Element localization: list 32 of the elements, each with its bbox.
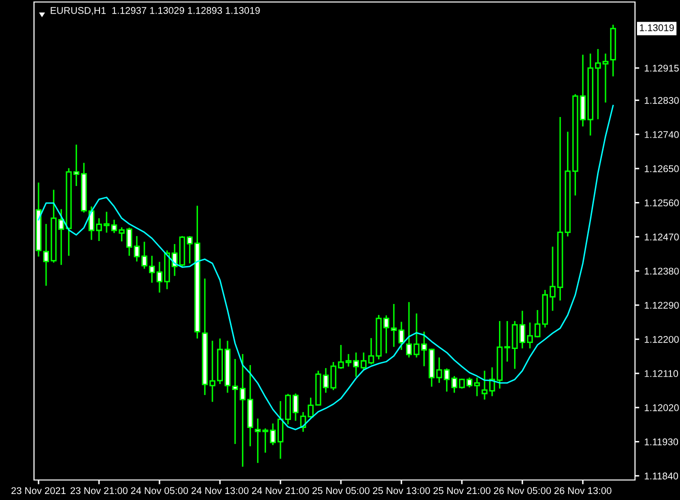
candlestick <box>58 208 64 266</box>
x-tick-label: 23 Nov 21:00 <box>70 487 128 494</box>
candlestick <box>254 418 261 464</box>
y-tick-label: 1.12200 <box>644 336 679 343</box>
x-tick-label: 25 Nov 21:00 <box>433 487 490 494</box>
y-tick-label: 1.12830 <box>644 96 679 104</box>
text: 1.13019 <box>640 24 674 32</box>
y-tick-label: 1.12470 <box>644 234 679 240</box>
x-tick-label: 24 Nov 05:00 <box>131 487 188 494</box>
y-tick-label: 1.11840 <box>644 472 678 480</box>
y-tick-label: 1.12380 <box>644 268 679 275</box>
chart-title: EURUSD,H1 1.12937 1.13029 1.12893 1.13019 <box>50 7 260 16</box>
candlestick <box>383 314 390 354</box>
y-tick-label: 1.12560 <box>644 199 679 206</box>
candlestick <box>504 320 510 362</box>
candlestick <box>444 368 450 392</box>
candlestick <box>186 235 193 264</box>
y-tick-label: 1.12740 <box>644 131 679 138</box>
y-tick-label: 1.12915 <box>644 64 679 72</box>
candlestick <box>126 227 132 256</box>
y-tick-label: 1.12110 <box>644 370 678 378</box>
y-tick-label: 1.12020 <box>644 404 679 412</box>
x-tick-label: 23 Nov 2021 <box>11 487 66 494</box>
y-tick-label: 1.12290 <box>644 302 679 309</box>
x-tick-label: 25 Nov 13:00 <box>372 487 430 494</box>
x-tick-label: 25 Nov 05:00 <box>312 487 370 494</box>
y-tick-label: 1.12650 <box>644 165 679 172</box>
x-tick-label: 24 Nov 13:00 <box>192 487 249 494</box>
y-tick-label: 1.11930 <box>644 438 678 446</box>
x-tick-label: 26 Nov 13:00 <box>554 487 612 494</box>
x-tick-label: 26 Nov 05:00 <box>494 487 551 494</box>
x-tick-label: 24 Nov 21:00 <box>252 487 309 494</box>
